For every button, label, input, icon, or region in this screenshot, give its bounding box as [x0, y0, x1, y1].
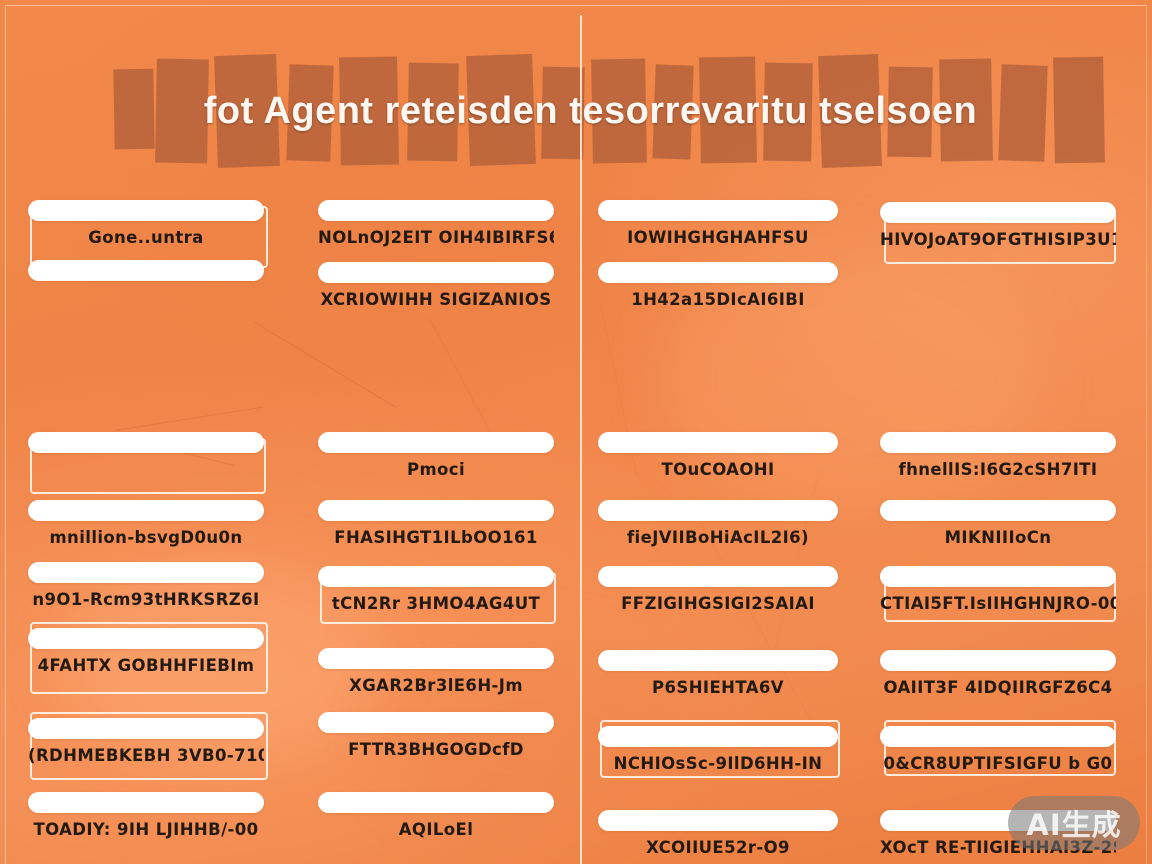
- item-caption: MIKNIIIoCn: [944, 528, 1052, 547]
- watermark-label: AI生成: [1026, 808, 1122, 842]
- item-caption: XCOIIUE52r-O9: [646, 838, 790, 857]
- item-bar: [28, 200, 264, 221]
- item-caption: CTIAI5FT.IsIIHGHNJRO-00: [880, 594, 1116, 613]
- item-bar: [318, 566, 554, 587]
- item-caption: mnillion-bsvgD0u0n: [49, 528, 243, 547]
- item-caption: Pmoci: [406, 460, 466, 479]
- item-caption: XGAR2Br3lE6H-Jm: [349, 676, 523, 695]
- item-caption: NCHIOsSc-9IlD6HH-IN: [613, 754, 823, 773]
- item-bar: [28, 500, 264, 521]
- item-bar: [318, 200, 554, 221]
- item-outline-box: [30, 712, 268, 780]
- page-title: fot Agent reteisden tesorrevaritu tselso…: [203, 89, 978, 132]
- item-bar: [598, 200, 838, 221]
- item-bar: [598, 262, 838, 283]
- item-bar: [28, 792, 264, 813]
- item-caption: tCN2Rr 3HMO4AG4UT: [331, 594, 541, 613]
- item-bar: [598, 566, 838, 587]
- item-caption: P6SHIEHTA6V: [652, 678, 784, 697]
- ai-generated-watermark: AI生成: [1008, 796, 1140, 850]
- item-bar: [28, 432, 264, 453]
- item-caption: 0&CR8UPTIFSIGFU b G0: [883, 754, 1113, 773]
- item-bar: [28, 260, 264, 281]
- item-caption: AQILoEl: [398, 820, 474, 839]
- item-bar: [28, 718, 264, 739]
- background-streak: [429, 318, 496, 443]
- item-caption: TOADIY: 9IH LJIHHB/-00: [33, 820, 259, 839]
- item-caption: FHASIHGT1ILbOO161: [334, 528, 538, 547]
- item-caption: TOuCOAOHI: [661, 460, 775, 479]
- item-bar: [318, 648, 554, 669]
- item-outline-box: [600, 720, 840, 778]
- item-outline-box: [30, 622, 268, 694]
- item-bar: [880, 726, 1116, 747]
- item-bar: [880, 500, 1116, 521]
- item-bar: [598, 726, 838, 747]
- item-bar: [598, 810, 838, 831]
- item-bar: [318, 500, 554, 521]
- item-bar: [880, 566, 1116, 587]
- item-bar: [880, 650, 1116, 671]
- item-bar: [598, 432, 838, 453]
- column-divider: [580, 15, 582, 864]
- item-caption: NOLnOJ2EIT OIH4IBIRFS6: [318, 228, 554, 247]
- item-caption: 1H42a15DIcAI6IBI: [631, 290, 805, 309]
- item-caption: HIVOJoAT9OFGTHISIP3U1: [880, 230, 1116, 249]
- background-streak: [254, 322, 397, 408]
- item-caption: (RDHMEBKEBH 3VB0-710: [28, 746, 264, 765]
- item-bar: [318, 712, 554, 733]
- item-bar: [598, 650, 838, 671]
- item-outline-box: [884, 720, 1116, 776]
- item-bar: [28, 628, 264, 649]
- item-bar: [318, 792, 554, 813]
- item-bar: [880, 202, 1116, 223]
- item-caption: FTTR3BHGOGDcfD: [348, 740, 524, 759]
- item-caption: FFZIGIHGSIGI2SAIAI: [621, 594, 815, 613]
- item-caption: IOWIHGHGHAHFSU: [627, 228, 809, 247]
- item-bar: [318, 432, 554, 453]
- item-caption: 4FAHTX GOBHHFIEBIm: [37, 656, 255, 675]
- item-caption: n9O1-Rcm93tHRKSRZ6I: [32, 590, 260, 609]
- item-caption: Gone..untra: [88, 228, 204, 247]
- item-caption: fhnellIS:I6G2cSH7ITI: [898, 460, 1098, 479]
- item-bar: [598, 500, 838, 521]
- item-caption: OAIIT3F 4IDQIIRGFZ6C4: [883, 678, 1113, 697]
- title-banner: fot Agent reteisden tesorrevaritu tselso…: [108, 53, 1105, 169]
- item-bar: [28, 562, 264, 583]
- item-bar: [318, 262, 554, 283]
- background-glow-right: [660, 250, 1040, 510]
- item-bar: [880, 432, 1116, 453]
- background-streak: [115, 406, 264, 431]
- item-caption: XCRIOWIHH SIGIZANIOS: [320, 290, 552, 309]
- item-caption: fieJVIIBoHiAcIL2I6): [626, 528, 810, 547]
